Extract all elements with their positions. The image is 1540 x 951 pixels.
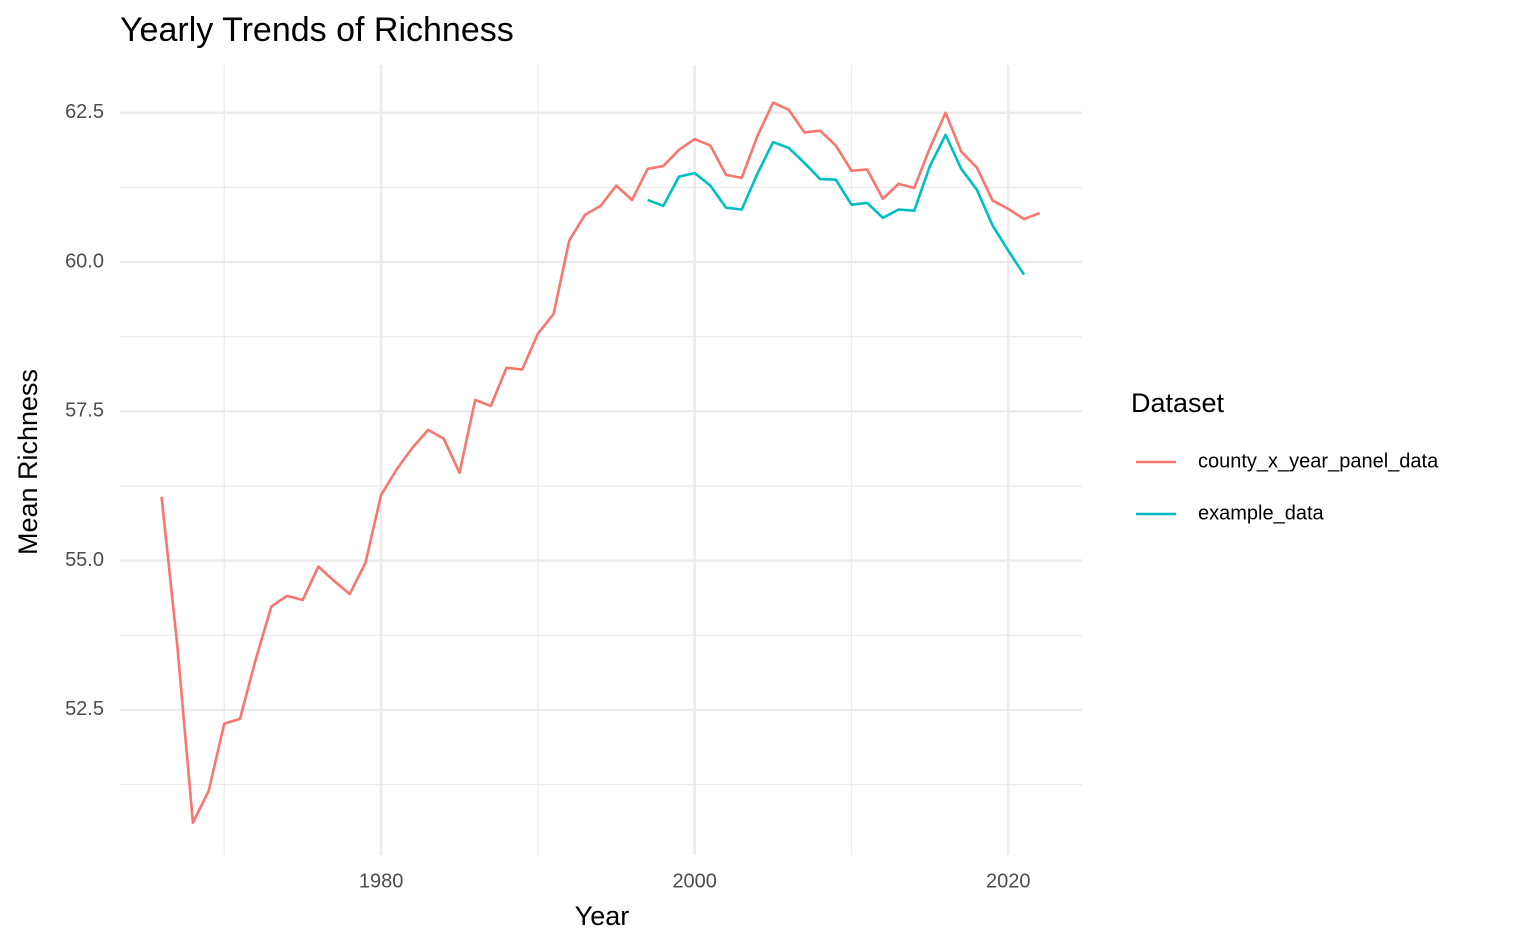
y-tick-label: 52.5: [65, 698, 104, 720]
chart-title: Yearly Trends of Richness: [120, 11, 514, 49]
y-tick-label: 57.5: [65, 400, 104, 422]
x-axis-title: Year: [575, 901, 630, 931]
y-tick-label: 62.5: [65, 101, 104, 123]
legend-title: Dataset: [1131, 388, 1225, 418]
x-tick-label: 2020: [986, 870, 1031, 892]
legend-label: example_data: [1198, 502, 1325, 524]
x-tick-label: 2000: [672, 870, 717, 892]
data-line: [647, 133, 1026, 276]
y-tick-label: 55.0: [65, 549, 104, 571]
data-line: [160, 101, 1041, 825]
legend-label: county_x_year_panel_data: [1198, 450, 1439, 472]
y-tick-label: 60.0: [65, 250, 104, 272]
y-axis-title: Mean Richness: [13, 369, 43, 555]
x-tick-label: 1980: [359, 870, 404, 892]
